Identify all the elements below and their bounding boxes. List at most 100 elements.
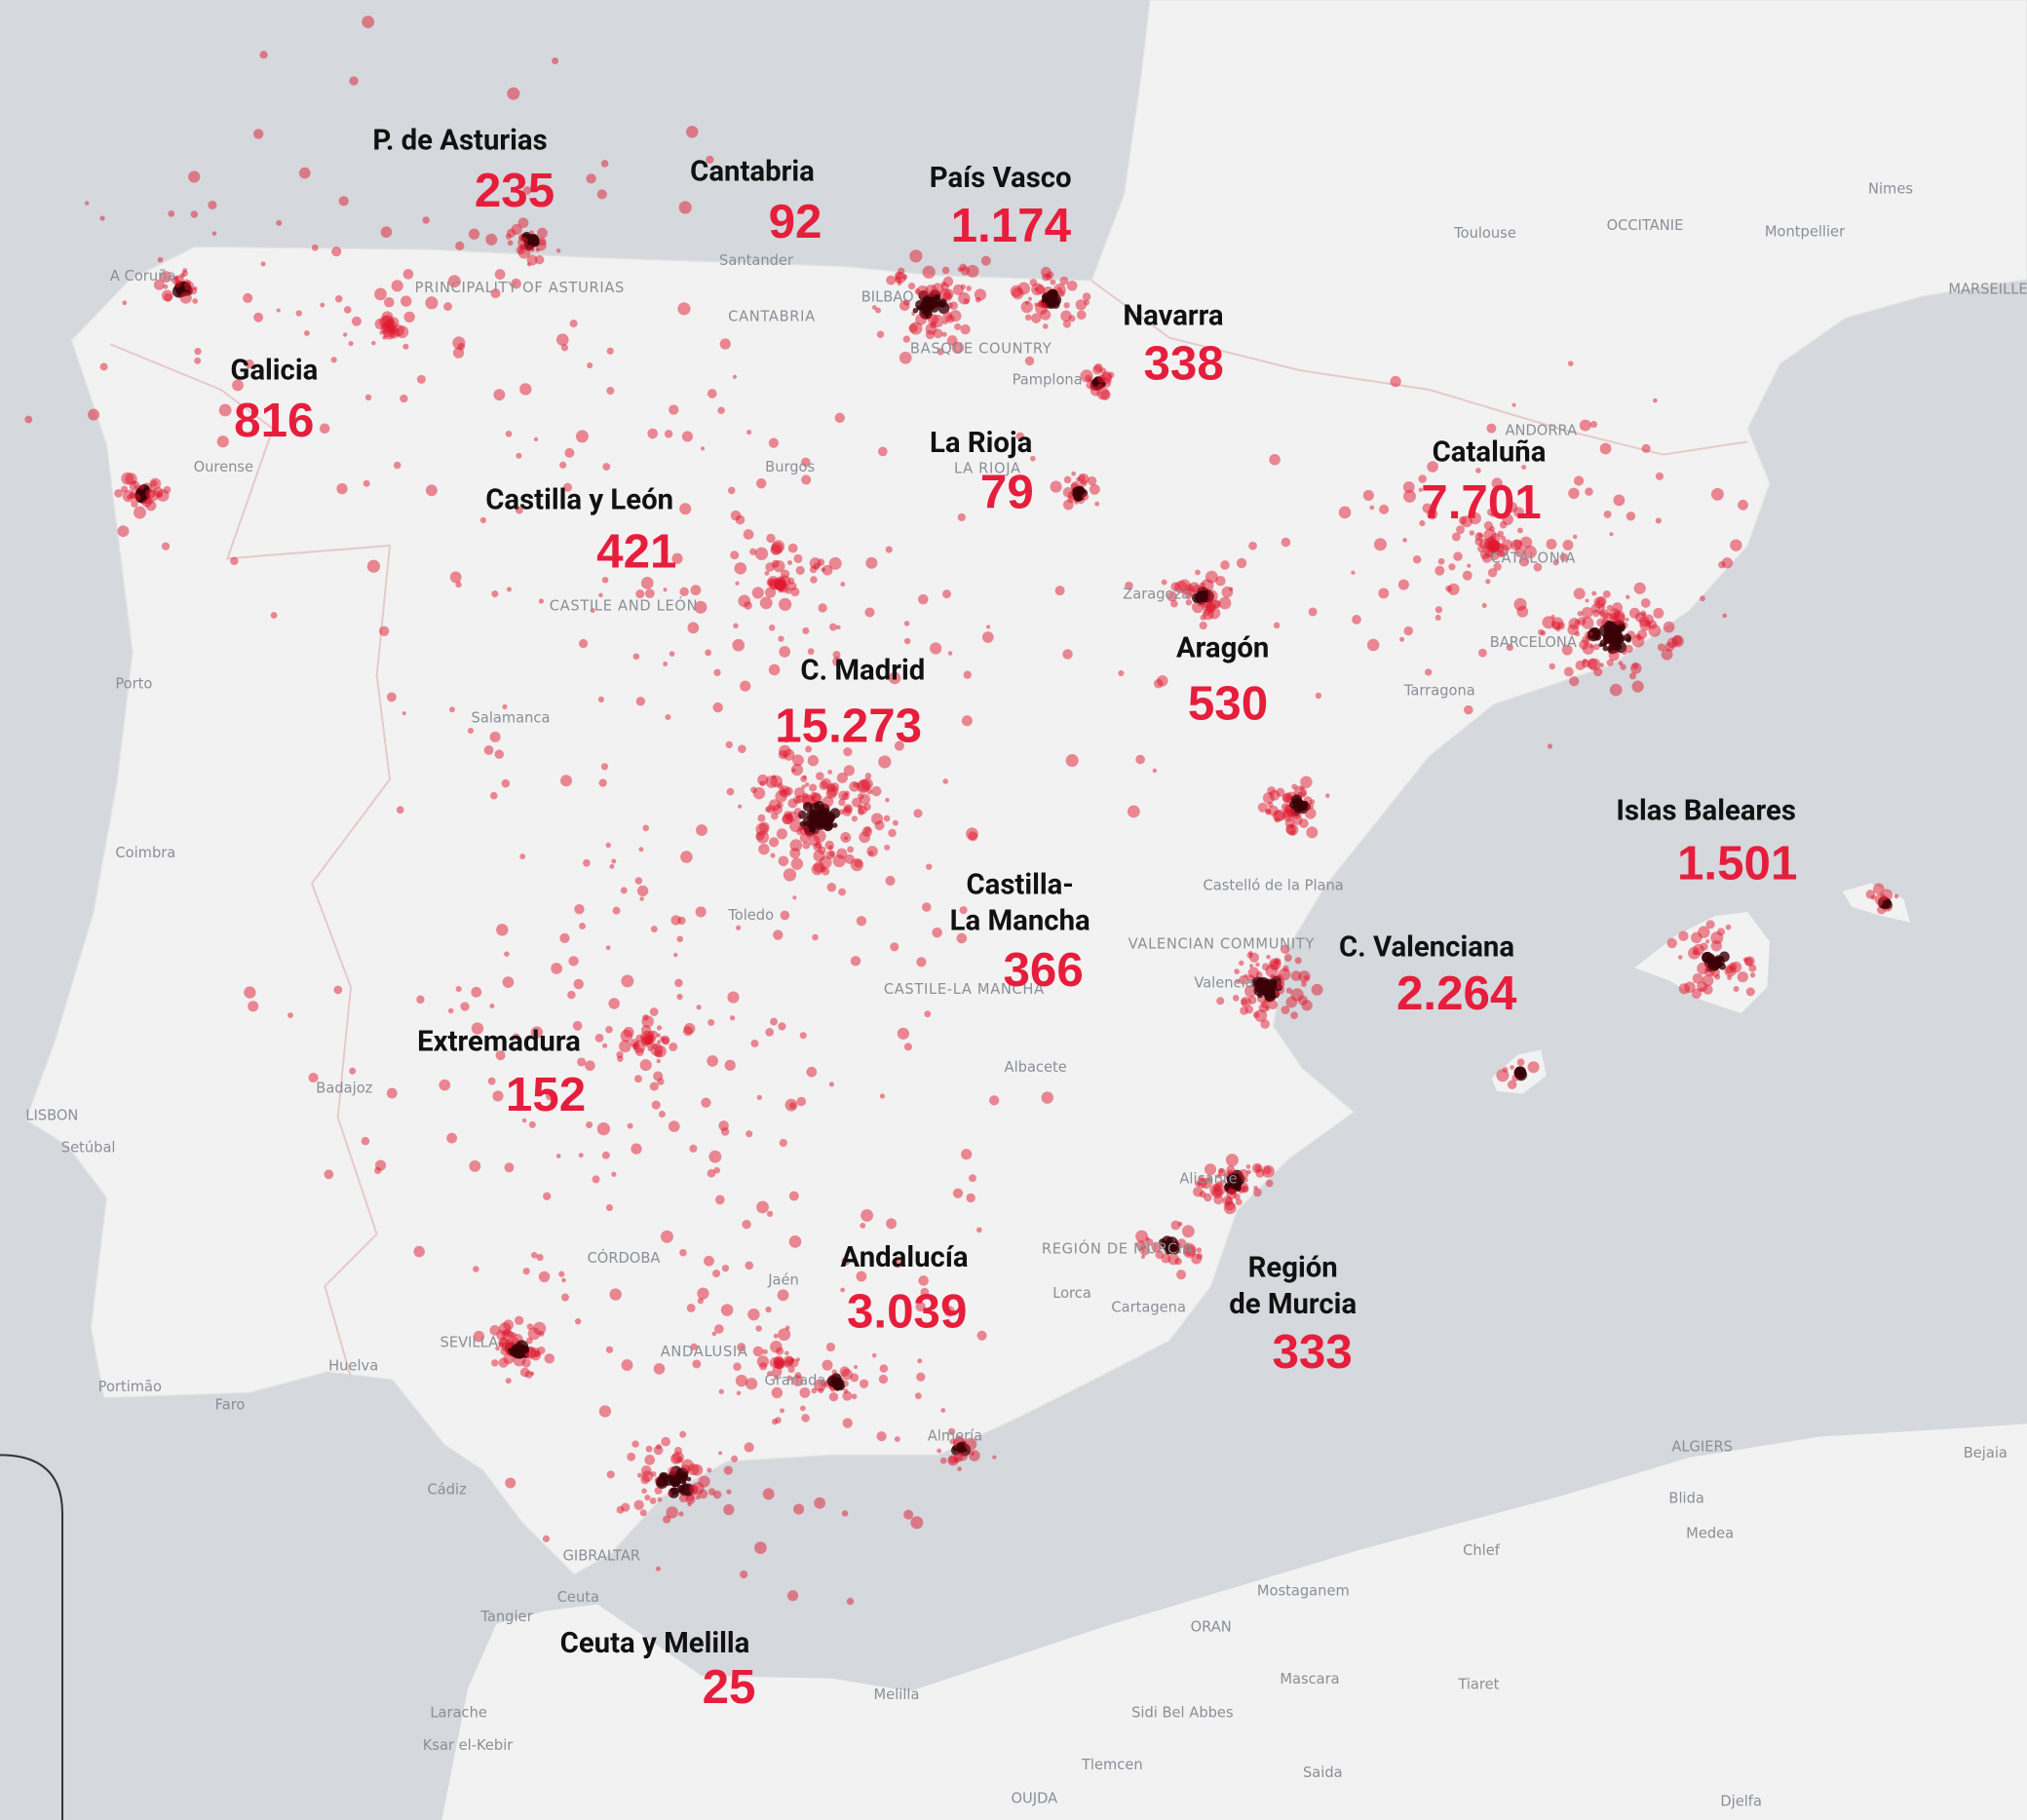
- dot: [690, 1343, 698, 1350]
- dot: [500, 1346, 509, 1355]
- dot: [1519, 536, 1533, 549]
- dot: [1661, 648, 1673, 661]
- dot: [901, 274, 908, 281]
- dot: [1882, 899, 1893, 910]
- dot: [738, 594, 751, 608]
- dot: [1244, 1005, 1254, 1014]
- dot: [572, 1020, 583, 1031]
- dot: [1705, 939, 1710, 944]
- dot: [320, 302, 325, 308]
- dot: [1352, 615, 1361, 625]
- dot: [821, 808, 827, 815]
- place-label: SEVILLA: [440, 1335, 499, 1351]
- dot: [1511, 539, 1522, 551]
- dot: [912, 308, 918, 314]
- dot: [641, 544, 646, 550]
- dot: [663, 661, 669, 666]
- dot: [1378, 588, 1390, 599]
- dot: [515, 1315, 524, 1326]
- dot: [131, 500, 138, 508]
- dot: [780, 1408, 784, 1414]
- dot: [831, 1369, 837, 1375]
- dot: [721, 1265, 730, 1272]
- dot: [786, 1375, 792, 1382]
- dot: [1521, 465, 1527, 471]
- dot: [244, 986, 256, 999]
- dot: [841, 1368, 853, 1381]
- dot: [795, 1357, 801, 1362]
- dot: [679, 587, 689, 597]
- dot: [511, 278, 521, 289]
- dot: [1596, 618, 1605, 627]
- dot: [768, 664, 781, 676]
- region-name: País Vasco: [930, 162, 1072, 195]
- dot: [826, 883, 837, 892]
- dot: [1722, 613, 1728, 619]
- dot: [1073, 488, 1082, 497]
- dot: [1266, 986, 1273, 993]
- dot: [1024, 314, 1032, 322]
- dot: [816, 772, 824, 780]
- dot: [639, 1059, 652, 1072]
- dot: [218, 403, 232, 417]
- place-label: Tiaret: [1457, 1676, 1499, 1692]
- dot: [597, 696, 605, 702]
- dot: [371, 340, 376, 346]
- dot: [777, 802, 784, 809]
- dot: [843, 747, 853, 757]
- dot: [1030, 455, 1036, 462]
- place-label: Bejaia: [1964, 1445, 2008, 1461]
- dot: [592, 1175, 600, 1184]
- dot: [1125, 581, 1133, 590]
- dot: [1641, 443, 1651, 453]
- dot: [598, 778, 607, 787]
- dot: [865, 556, 878, 569]
- dot: [1075, 299, 1087, 311]
- dot: [707, 389, 717, 398]
- dot: [1066, 280, 1078, 291]
- dot: [1719, 951, 1730, 963]
- dot: [740, 1570, 748, 1579]
- dot: [1262, 792, 1275, 804]
- dot: [663, 1515, 671, 1524]
- land-africa: [441, 1423, 2027, 1820]
- dot: [1020, 300, 1033, 314]
- dot: [668, 1491, 672, 1497]
- dot: [879, 1093, 886, 1099]
- dot: [687, 1502, 692, 1507]
- dot: [519, 244, 526, 249]
- dot: [1606, 620, 1613, 626]
- dot: [1369, 505, 1375, 511]
- dot: [1616, 623, 1625, 632]
- dot: [863, 826, 871, 834]
- dot: [1298, 970, 1311, 983]
- dot: [1281, 965, 1289, 972]
- dot: [669, 1453, 682, 1464]
- dot: [742, 1219, 751, 1230]
- dot: [676, 935, 684, 943]
- dot: [712, 1490, 722, 1499]
- dot: [949, 301, 958, 311]
- dot: [737, 1343, 746, 1352]
- dot: [534, 254, 545, 265]
- dot: [364, 394, 372, 401]
- dot: [1613, 610, 1625, 623]
- dot: [752, 1346, 764, 1357]
- dot: [813, 562, 821, 570]
- dot: [840, 1287, 846, 1293]
- dot: [989, 1095, 1000, 1106]
- dot: [1268, 805, 1279, 816]
- dot: [1625, 512, 1636, 521]
- dot: [605, 1346, 614, 1353]
- dot: [674, 978, 683, 988]
- dot: [1559, 552, 1569, 562]
- dot: [918, 593, 929, 605]
- dot: [596, 189, 607, 200]
- dot: [843, 804, 854, 815]
- dot: [1184, 590, 1193, 599]
- dot: [642, 824, 650, 832]
- dot: [737, 804, 743, 809]
- dot: [765, 1306, 772, 1313]
- dot: [1510, 1065, 1514, 1070]
- place-label: Saida: [1303, 1764, 1343, 1781]
